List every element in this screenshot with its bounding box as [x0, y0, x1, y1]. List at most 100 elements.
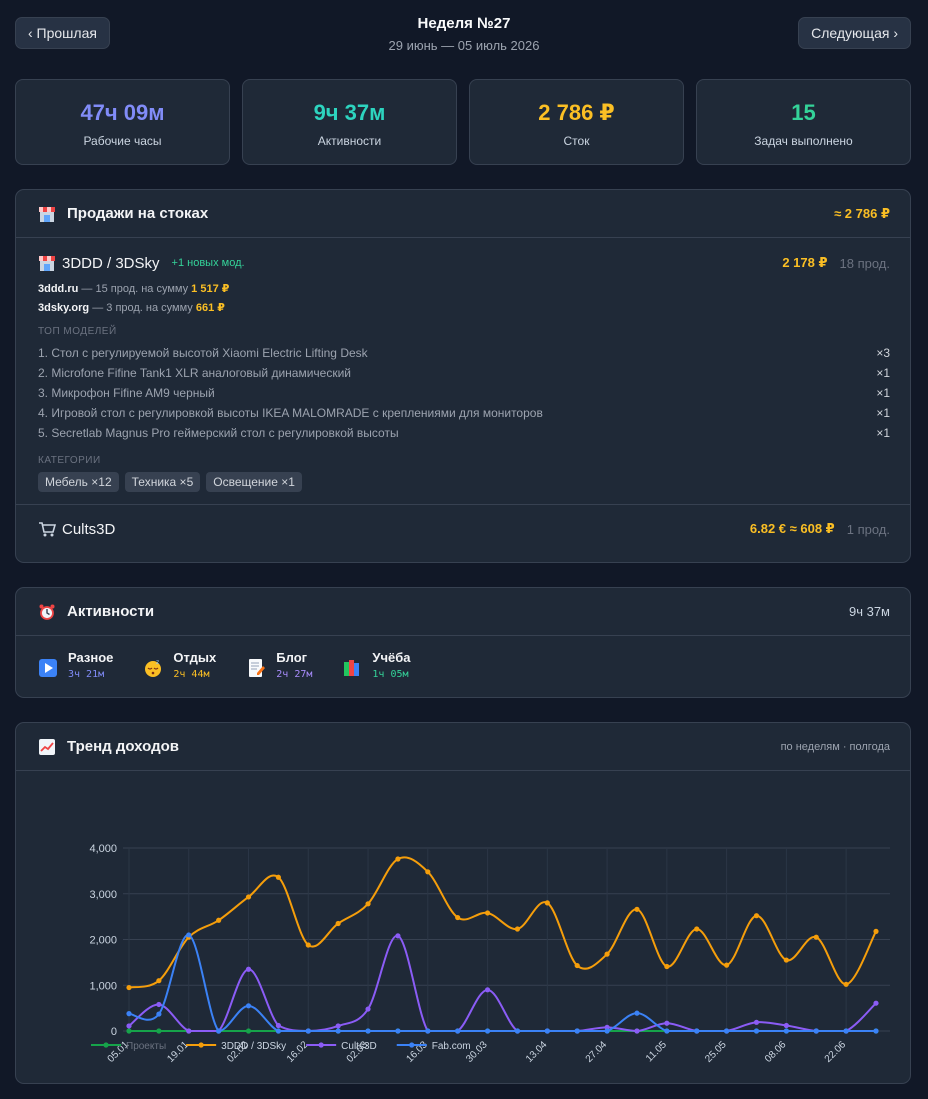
trend-subtitle: по неделям · полгода — [780, 740, 890, 753]
data-point — [186, 932, 192, 938]
data-point — [634, 1028, 640, 1034]
income-trend-chart: 0 1,000 2,000 3,000 4,000 05.01 19.01 02.02 16.… — [89, 843, 890, 1065]
y-tick-label: 3,000 — [89, 889, 117, 901]
data-point — [843, 1028, 849, 1034]
activity-time: 1ч 05м — [372, 669, 409, 680]
y-tick-label: 0 — [111, 1026, 117, 1038]
data-point — [604, 951, 610, 957]
data-point — [783, 1022, 789, 1029]
stat-value: 47ч 09м — [80, 100, 165, 125]
data-point — [813, 934, 819, 940]
activity-item: Учёба 1ч 05м — [342, 650, 411, 680]
data-point — [634, 1010, 640, 1016]
x-tick-label: 11.05 — [644, 1039, 669, 1064]
data-point — [783, 1028, 789, 1034]
stat-stock: 2 786 ₽ Сток — [469, 79, 684, 165]
data-point — [484, 910, 491, 916]
model-count: ×1 — [876, 366, 890, 380]
series-line — [128, 856, 877, 989]
data-point — [753, 913, 760, 919]
data-point — [425, 1028, 431, 1034]
stat-tasks-done: 15 Задач выполнено — [696, 79, 911, 165]
legend-label: Fab.com — [432, 1041, 471, 1052]
site-text: — 3 прод. на сумму — [89, 302, 196, 314]
data-point — [604, 1028, 610, 1034]
memo-icon — [249, 659, 266, 677]
series-line — [128, 933, 876, 1033]
list-item: 3. Микрофон Fifine AM9 черный ×1 — [38, 383, 890, 403]
x-tick-label: 16.02 — [285, 1039, 311, 1065]
list-item: 1. Стол с регулируемой высотой Xiaomi El… — [38, 343, 890, 363]
data-point — [275, 1028, 281, 1034]
store-count: 18 прод. — [839, 255, 890, 271]
activity-time: 3ч 21м — [68, 669, 105, 680]
category-chip: Мебель ×12 — [38, 472, 119, 492]
site-name: 3dsky.org — [38, 302, 90, 314]
data-point — [514, 1028, 521, 1034]
activities-list: Разное 3ч 21м z Отдых 2ч 44м Блог 2ч 27м — [16, 636, 910, 694]
data-point — [126, 1028, 132, 1034]
data-point — [604, 1024, 610, 1030]
stat-label: Задач выполнено — [754, 134, 853, 148]
data-point — [724, 962, 730, 968]
store-cults3d: Cults3D 6.82 € ≈ 608 ₽ 1 прод. — [16, 505, 910, 553]
data-point — [574, 962, 580, 969]
data-point — [216, 917, 222, 923]
stat-label: Сток — [563, 134, 590, 148]
income-trend-card: Тренд доходов по неделям · полгода 0 1,00… — [15, 722, 911, 1084]
legend-marker — [198, 1042, 204, 1048]
data-point — [395, 933, 401, 939]
stat-value: 2 786 ₽ — [538, 100, 615, 125]
activity-item: z Отдых 2ч 44м — [143, 650, 216, 680]
next-week-button[interactable]: Следующая › — [798, 17, 911, 49]
data-point — [664, 963, 670, 970]
stat-activities: 9ч 37м Активности — [242, 79, 457, 165]
category-chip: Освещение ×1 — [206, 472, 302, 492]
data-point — [753, 1028, 760, 1034]
prev-week-button[interactable]: ‹ Прошлая — [15, 17, 110, 49]
site-line-3ddd: 3ddd.ru — 15 прод. на сумму 1 517 ₽ — [38, 282, 890, 295]
data-point — [694, 1028, 700, 1034]
site-line-3dsky: 3dsky.org — 3 прод. на сумму 661 ₽ — [38, 301, 890, 314]
data-point — [156, 1028, 162, 1034]
series-line — [128, 934, 877, 1033]
activity-name: Отдых — [173, 650, 217, 665]
data-point — [395, 1028, 401, 1034]
sleepy-face-icon: z — [145, 659, 162, 677]
shop-icon — [39, 206, 55, 222]
store-sum: 6.82 € ≈ 608 ₽ — [749, 521, 835, 536]
data-point — [783, 957, 789, 963]
books-icon — [344, 660, 360, 676]
data-point — [335, 920, 341, 927]
store-3ddd: 3DDD / 3DSky +1 новых мод. 2 178 ₽ 18 пр… — [16, 250, 910, 492]
model-name: 4. Игровой стол с регулировкой высоты IK… — [38, 406, 543, 420]
data-point — [724, 1028, 730, 1034]
data-point — [275, 874, 281, 880]
y-tick-label: 1,000 — [89, 980, 117, 992]
legend-marker — [318, 1042, 324, 1048]
stats-row: 47ч 09м Рабочие часы 9ч 37м Активности 2… — [15, 79, 911, 165]
legend-marker — [103, 1042, 109, 1048]
data-point — [365, 1006, 371, 1012]
site-amount: 1 517 ₽ — [191, 283, 230, 295]
x-tick-label: 25.05 — [703, 1039, 729, 1065]
data-point — [484, 1028, 491, 1034]
data-point — [664, 1028, 670, 1034]
x-tick-label: 22.06 — [823, 1039, 849, 1065]
card-title: Продажи на стоках — [67, 205, 209, 222]
data-point — [843, 981, 849, 987]
data-point — [664, 1020, 670, 1026]
data-point — [873, 1028, 879, 1034]
week-header: Неделя №27 29 июнь — 05 июль 2026 — [0, 15, 928, 53]
data-point — [245, 1028, 252, 1034]
categories-list: Мебель ×12 Техника ×5 Освещение ×1 — [38, 472, 890, 492]
data-point — [245, 966, 252, 972]
data-point — [156, 1011, 162, 1017]
data-point — [156, 978, 162, 984]
model-name: 1. Стол с регулируемой высотой Xiaomi El… — [38, 346, 368, 360]
data-point — [873, 928, 879, 934]
stat-value: 9ч 37м — [313, 100, 386, 125]
chart-increasing-icon — [39, 738, 55, 755]
top-models-caption: ТОП МОДЕЛЕЙ — [38, 326, 117, 337]
data-point — [574, 1028, 580, 1034]
